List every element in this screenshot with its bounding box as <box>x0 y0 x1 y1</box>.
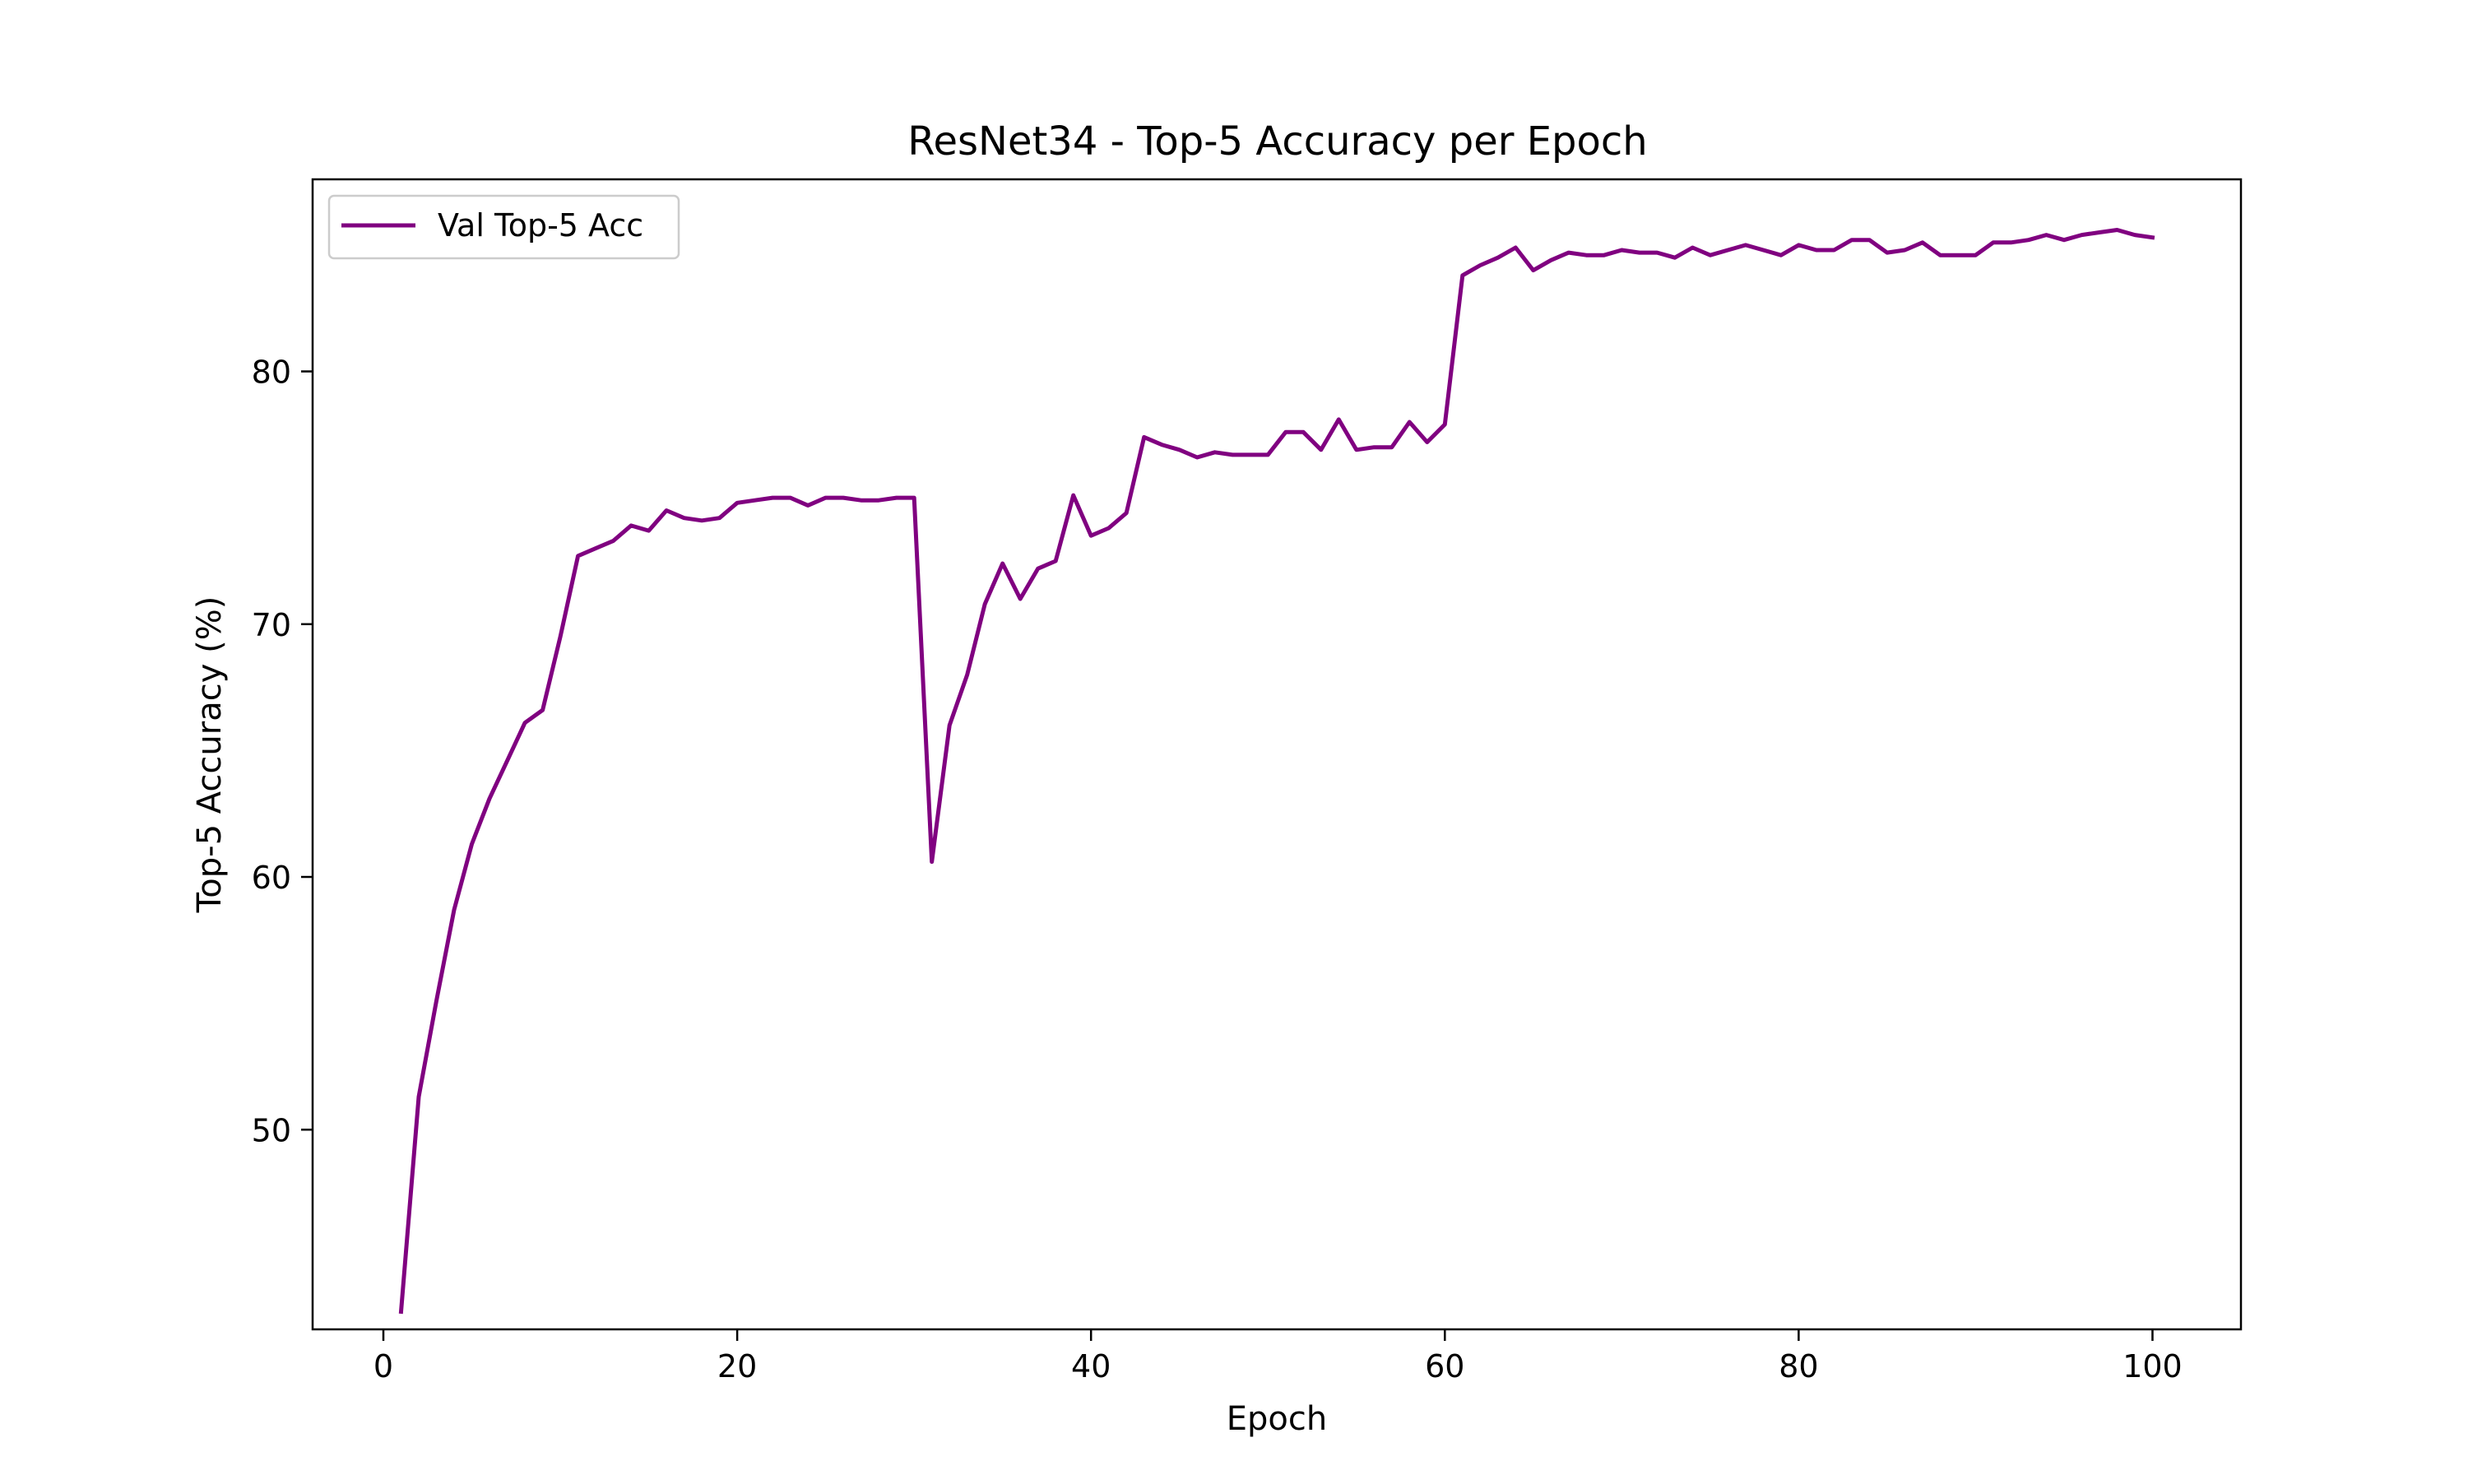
legend-label: Val Top-5 Acc <box>438 207 643 243</box>
y-axis-label: Top-5 Accuracy (%) <box>191 596 229 914</box>
y-tick-label: 50 <box>252 1112 291 1148</box>
x-tick-label: 60 <box>1425 1348 1464 1384</box>
chart-title: ResNet34 - Top-5 Accuracy per Epoch <box>907 118 1647 165</box>
y-axis-ticks: 50 60 70 80 <box>252 355 313 1148</box>
y-tick-label: 80 <box>252 355 291 391</box>
legend-box <box>327 194 680 260</box>
legend: Val Top-5 Acc <box>327 194 680 260</box>
y-tick-label: 60 <box>252 860 291 896</box>
x-axis-label: Epoch <box>1227 1400 1327 1438</box>
x-tick-label: 40 <box>1071 1348 1111 1384</box>
x-tick-label: 80 <box>1779 1348 1818 1384</box>
series-line-val-top5-acc <box>398 228 2155 1315</box>
x-tick-label: 20 <box>717 1348 757 1384</box>
x-tick-label: 0 <box>373 1348 393 1384</box>
plot-frame <box>311 178 2243 1331</box>
x-tick-label: 100 <box>2122 1348 2183 1384</box>
y-tick-label: 70 <box>252 607 291 643</box>
x-axis-ticks: 0 20 40 60 80 100 <box>373 1329 2183 1384</box>
